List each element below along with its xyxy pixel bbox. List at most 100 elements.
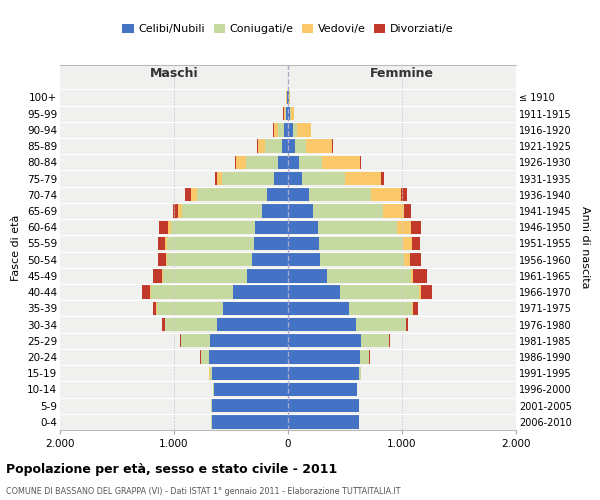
Bar [217,318,288,331]
Text: Popolazione per età, sesso e stato civile - 2011: Popolazione per età, sesso e stato civil… [6,462,337,475]
Bar [265,140,282,153]
Bar [359,366,361,380]
Bar [168,220,170,234]
Bar [397,220,410,234]
Bar [212,366,288,380]
Bar [282,140,288,153]
Bar [151,286,233,299]
Bar [288,399,359,412]
Bar [313,204,383,218]
Bar [403,237,412,250]
Bar [197,188,268,202]
Bar [167,253,251,266]
Bar [181,334,211,347]
Bar [419,286,421,299]
Bar [166,253,167,266]
Bar [404,253,410,266]
Bar [165,318,217,331]
Bar [288,318,356,331]
Bar [288,334,361,347]
Bar [361,334,389,347]
Bar [235,156,236,169]
Bar [233,286,288,299]
Bar [214,383,288,396]
Bar [159,220,168,234]
Bar [157,302,223,315]
Bar [191,188,197,202]
Bar [142,286,150,299]
Bar [251,253,288,266]
Bar [173,204,178,218]
Bar [278,156,288,169]
Bar [222,172,274,185]
Legend: Celibi/Nubili, Coniugati/e, Vedovi/e, Divorziati/e: Celibi/Nubili, Coniugati/e, Vedovi/e, Di… [118,20,458,39]
Bar [288,237,319,250]
Bar [412,237,421,250]
Bar [288,91,289,104]
Bar [255,220,288,234]
Bar [406,318,409,331]
Bar [345,172,382,185]
Bar [288,253,320,266]
Bar [305,140,332,153]
Bar [201,350,209,364]
Bar [356,318,406,331]
Bar [163,269,247,282]
Text: Femmine: Femmine [370,68,434,80]
Bar [178,204,182,218]
Bar [291,107,294,120]
Bar [302,172,345,185]
Bar [274,123,278,136]
Bar [404,204,410,218]
Bar [361,350,369,364]
Bar [246,156,278,169]
Bar [318,220,397,234]
Bar [154,269,162,282]
Bar [319,237,403,250]
Bar [410,220,421,234]
Bar [215,172,217,185]
Bar [217,172,222,185]
Bar [163,318,164,331]
Bar [287,91,288,104]
Bar [288,269,328,282]
Bar [262,204,288,218]
Bar [288,140,295,153]
Bar [413,302,418,315]
Bar [288,286,340,299]
Bar [293,123,297,136]
Bar [288,383,357,396]
Bar [383,204,404,218]
Bar [254,237,288,250]
Bar [284,107,286,120]
Bar [332,140,334,153]
Bar [268,188,288,202]
Bar [389,334,390,347]
Bar [223,302,288,315]
Bar [288,172,302,185]
Bar [236,156,246,169]
Bar [412,302,413,315]
Bar [320,253,404,266]
Bar [340,286,419,299]
Text: COMUNE DI BASSANO DEL GRAPPA (VI) - Dati ISTAT 1° gennaio 2011 - Elaborazione TU: COMUNE DI BASSANO DEL GRAPPA (VI) - Dati… [6,486,401,496]
Bar [295,140,305,153]
Y-axis label: Anni di nascita: Anni di nascita [580,206,590,289]
Bar [259,140,265,153]
Bar [153,302,157,315]
Bar [299,156,322,169]
Bar [401,188,407,202]
Bar [322,156,360,169]
Bar [382,172,383,185]
Bar [413,269,427,282]
Bar [274,172,288,185]
Bar [288,415,359,428]
Bar [328,269,410,282]
Bar [158,253,166,266]
Bar [257,140,259,153]
Bar [185,188,191,202]
Bar [288,107,290,120]
Bar [170,220,255,234]
Bar [288,156,299,169]
Bar [167,237,254,250]
